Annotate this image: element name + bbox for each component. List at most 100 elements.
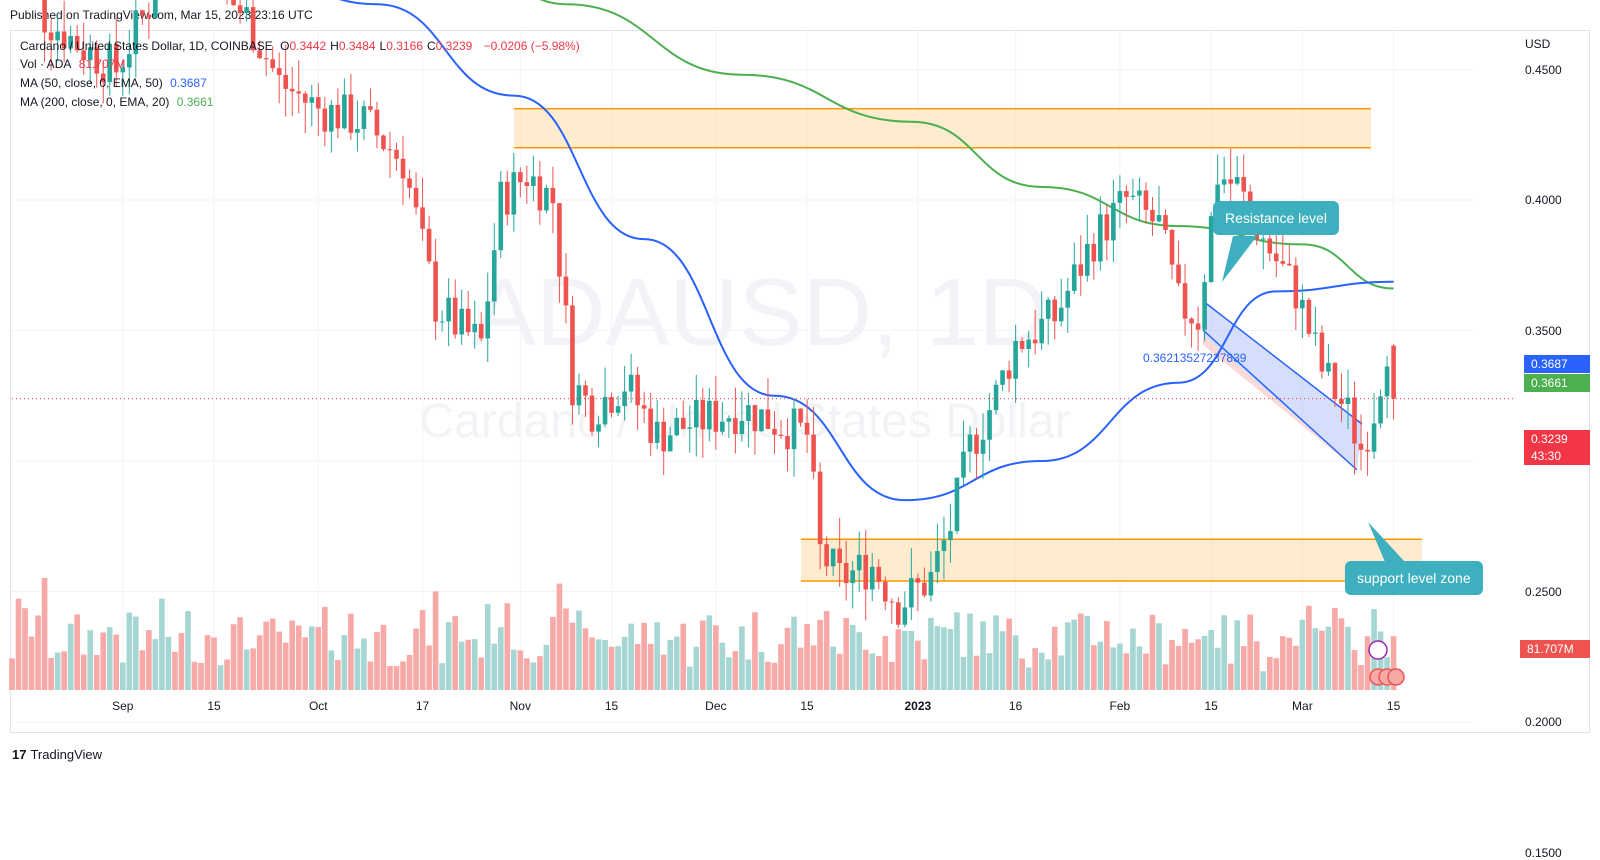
volume-bar [1045,659,1052,690]
volume-bar [1221,615,1227,690]
volume-bar [380,624,387,690]
candle-body [55,31,60,41]
y-tick-label: 0.1500 [1525,845,1562,860]
volume-bar [165,636,172,690]
candle-body [707,400,712,430]
candle-body [491,250,497,302]
x-tick-label: 15 [207,699,221,713]
volume-bar [771,662,778,690]
volume-bar [1110,647,1117,690]
candle-body [1195,323,1201,330]
candle-body [452,297,458,335]
candle-body [1280,261,1286,264]
candle-body [1189,318,1194,324]
lightning-icon [1368,640,1388,660]
volume-bar [452,616,458,690]
volume-bar [374,632,380,690]
x-tick-label: Feb [1109,699,1131,713]
x-tick-label: 15 [604,699,619,713]
candle-body [589,395,595,432]
candle-body [993,384,999,411]
x-tick-label: Oct [308,699,328,713]
volume-bar [230,624,237,690]
candle-body [296,91,302,94]
candle-body [485,301,491,339]
candle-body [413,187,419,208]
candle-body [824,544,829,567]
volume-bar [159,598,165,690]
volume-bar [315,627,322,690]
candle-body [628,374,634,392]
candle-body [1228,179,1233,184]
volume-bar [426,645,432,690]
volume-bar [1286,637,1293,690]
volume-bar [322,606,328,690]
volume-bar [843,617,849,690]
candle-body [1319,332,1325,372]
volume-bar [465,639,471,690]
volume-bar [986,653,993,690]
candle-body [941,540,947,552]
candle-body [557,203,562,277]
volume-bar [106,627,113,690]
volume-bar [673,636,680,690]
x-tick-label: 16 [1008,699,1023,713]
volume-bar [569,622,576,690]
candle-body [570,305,575,406]
y-tick-label: 0.4000 [1525,193,1562,207]
candle-body [778,434,784,437]
volume-bar [654,622,660,690]
candle-body [882,581,888,602]
volume-bar [1071,619,1078,690]
candle-body [869,566,875,590]
volume-bar [791,616,797,690]
volume-bar [582,628,589,690]
candle-body [1169,229,1175,265]
volume-bar [1234,620,1240,690]
volume-bar [550,616,556,690]
volume-bar [387,665,393,690]
volume-bar [419,610,426,690]
volume-bar [999,631,1006,690]
countdown-tag: 43:30 [1524,447,1590,465]
candle-body [713,400,719,432]
tradingview-logo[interactable]: 17 TradingView [12,747,102,762]
volume-bar [393,666,400,690]
candle-body [107,43,113,83]
volume-bar [810,645,817,690]
volume-bar [491,643,498,690]
tradingview-mark-icon: 17 [12,747,27,762]
candle-body [1365,449,1370,452]
volume-bar [1377,631,1384,690]
support-callout[interactable]: support level zone [1345,561,1483,595]
candle-body [667,435,673,452]
volume-bar [875,655,882,690]
candle-body [1156,215,1162,222]
legend-ohlc-l: L0.3166 [379,39,423,53]
volume-bar [1143,653,1149,690]
volume-bar [471,639,478,690]
candle-body [674,417,680,436]
candle-body [237,5,243,14]
volume-bar [263,621,269,690]
candle-body [472,323,478,333]
volume-bar [93,654,100,690]
candle-body [1071,264,1077,291]
volume-bar [980,621,986,690]
watermark-name: Cardano / United States Dollar [420,395,1071,448]
candle-body [876,566,882,582]
y-tick-label: 0.4500 [1525,62,1562,77]
volume-bar [739,626,745,690]
candle-body [1104,214,1110,241]
volume-bar [139,650,146,690]
volume-bar [1306,605,1312,690]
volume-bar [628,623,634,690]
volume-bar [830,646,836,690]
volume-bar [282,642,289,690]
zone-fill [801,539,1422,582]
resistance-callout[interactable]: Resistance level [1213,201,1339,235]
volume-bar [563,608,569,690]
volume-bar [1338,618,1345,690]
volume-bar [178,632,185,690]
